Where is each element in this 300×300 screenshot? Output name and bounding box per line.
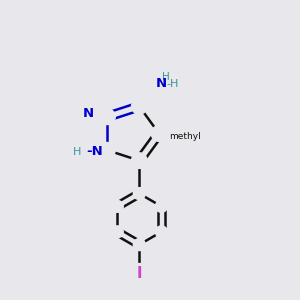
Circle shape bbox=[151, 126, 167, 141]
Text: -N: -N bbox=[86, 145, 103, 158]
Text: H: H bbox=[161, 72, 169, 82]
Text: N: N bbox=[82, 107, 94, 120]
Circle shape bbox=[155, 226, 167, 238]
Circle shape bbox=[155, 200, 167, 212]
Text: N: N bbox=[156, 77, 167, 90]
Circle shape bbox=[133, 263, 146, 277]
Circle shape bbox=[133, 238, 145, 250]
Text: methyl: methyl bbox=[169, 132, 200, 141]
Circle shape bbox=[111, 200, 123, 212]
Circle shape bbox=[100, 109, 115, 124]
Text: -H: -H bbox=[166, 79, 178, 89]
Text: H: H bbox=[73, 147, 81, 157]
Circle shape bbox=[131, 99, 147, 114]
Circle shape bbox=[131, 153, 147, 168]
Circle shape bbox=[133, 188, 145, 200]
Text: I: I bbox=[136, 266, 142, 280]
Circle shape bbox=[100, 142, 115, 158]
Circle shape bbox=[111, 226, 123, 238]
